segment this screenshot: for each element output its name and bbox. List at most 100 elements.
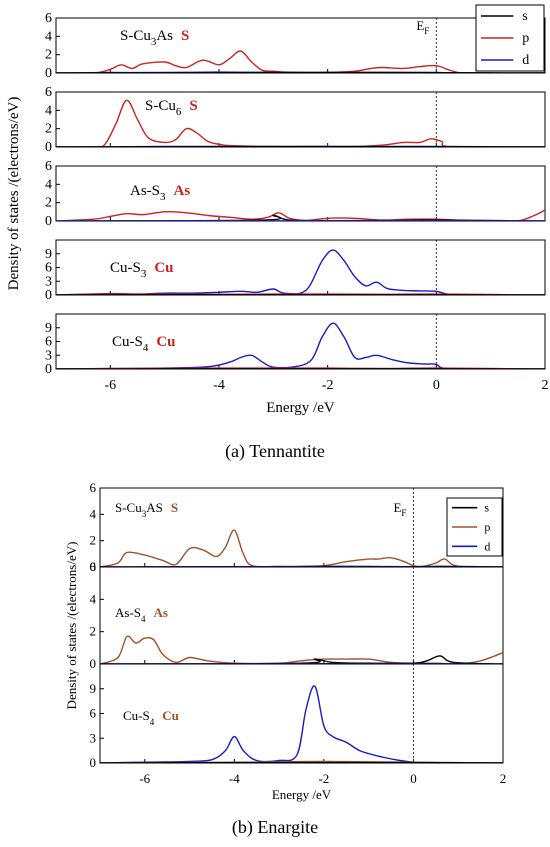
- y-tick-label: 3: [45, 348, 52, 363]
- fermi-label-main: E: [416, 18, 424, 33]
- y-tick-label: 3: [90, 730, 97, 745]
- x-tick-label: -2: [318, 771, 329, 786]
- panel-label: As-S4 As: [115, 605, 168, 624]
- panel-element-label: As: [154, 605, 168, 620]
- panel-label-tail: AS: [146, 500, 163, 515]
- panel-label: Cu-S4 Cu: [112, 334, 176, 354]
- panel-label: S-Cu6 S: [145, 98, 198, 118]
- legend: spd: [446, 497, 503, 557]
- y-tick-label: 2: [90, 624, 97, 639]
- panel-label-sub: 3: [160, 191, 166, 203]
- legend-label-d: d: [522, 53, 529, 68]
- y-tick-label: 0: [90, 656, 97, 671]
- panel-label: S-Cu3As S: [120, 28, 189, 48]
- panel-label-sub: 6: [176, 106, 182, 118]
- y-tick-label: 6: [45, 335, 52, 350]
- x-tick-label: 0: [410, 771, 417, 786]
- panel-element-label: Cu: [162, 708, 179, 723]
- fermi-label: EF: [393, 500, 406, 518]
- legend-label-d: d: [484, 539, 490, 553]
- y-tick-label: 4: [90, 591, 97, 606]
- y-tick-label: 0: [45, 288, 52, 303]
- y-axis-label: Density of states /(electrons/eV): [64, 542, 79, 710]
- y-tick-label: 6: [90, 559, 97, 574]
- legend-label-p: p: [484, 520, 490, 534]
- fermi-label-sub: F: [424, 26, 429, 36]
- fermi-label: EF: [416, 18, 429, 36]
- y-tick-label: 6: [45, 159, 52, 174]
- y-tick-label: 6: [45, 261, 52, 276]
- y-axis-label: Density of states /(electrons/eV): [6, 97, 22, 291]
- panel-label-main: S-Cu: [120, 28, 151, 44]
- panel-element-label: S: [171, 500, 178, 515]
- panel-element-label: Cu: [154, 260, 173, 276]
- panel-label-sub: 3: [142, 509, 147, 519]
- x-tick-label: -4: [229, 771, 240, 786]
- y-tick-label: 6: [45, 11, 52, 26]
- panel-label-sub: 3: [151, 36, 157, 48]
- y-tick-label: 0: [90, 559, 97, 574]
- panel-element-label: S: [181, 28, 189, 44]
- x-tick-label: -6: [104, 378, 116, 393]
- y-tick-label: 2: [45, 196, 52, 211]
- y-tick-label: 2: [90, 533, 97, 548]
- series-s-line: [56, 71, 545, 73]
- figure-caption: (a) Tennantite: [225, 441, 325, 462]
- panel-frame: [55, 91, 546, 148]
- x-tick-label: 2: [500, 771, 507, 786]
- series-d-line: [56, 322, 545, 369]
- figure-caption: (b) Enargite: [232, 817, 318, 838]
- x-tick-label: 2: [542, 378, 549, 393]
- panel-label-sub: 3: [141, 268, 147, 280]
- series-p-line: [56, 99, 545, 147]
- panel-label-main: S-Cu: [115, 500, 142, 515]
- panel-label-sub: 4: [141, 614, 146, 624]
- panel-label-sub: 4: [150, 717, 155, 727]
- x-tick-label: -4: [213, 378, 225, 393]
- x-tick-label: -2: [322, 378, 334, 393]
- y-tick-label: 0: [45, 140, 52, 155]
- legend-label-s: s: [484, 501, 489, 515]
- panel-label-main: As-S: [130, 183, 160, 199]
- panel-label: Cu-S4 Cu: [123, 708, 179, 727]
- panel-label-main: Cu-S: [110, 260, 141, 276]
- y-tick-label: 2: [45, 122, 52, 137]
- y-tick-label: 4: [90, 506, 97, 521]
- x-tick-label: -6: [139, 771, 150, 786]
- panel-label-tail: As: [156, 28, 173, 44]
- panel-label: Cu-S3 Cu: [110, 260, 174, 280]
- fermi-label-sub: F: [401, 508, 406, 518]
- y-tick-label: 0: [45, 214, 52, 229]
- x-tick-label: 0: [433, 378, 440, 393]
- series-p-line: [100, 635, 503, 664]
- panel-frame: [55, 17, 546, 74]
- y-tick-label: 4: [45, 29, 52, 44]
- legend-label-s: s: [522, 9, 527, 24]
- legend-label-p: p: [522, 31, 529, 46]
- x-axis-label: Energy /eV: [272, 787, 332, 802]
- y-tick-label: 3: [45, 274, 52, 289]
- y-tick-label: 6: [90, 480, 97, 495]
- panel-a-2: 0 2 4 6S-Cu6 S: [45, 85, 546, 155]
- series-p-line: [56, 50, 545, 73]
- panel-label-main: Cu-S: [123, 708, 150, 723]
- panel-frame: [99, 663, 504, 764]
- y-tick-label: 2: [45, 48, 52, 63]
- y-tick-label: 9: [45, 321, 52, 336]
- panel-label-sub: 4: [143, 342, 149, 354]
- y-tick-label: 0: [45, 66, 52, 81]
- panel-element-label: As: [174, 183, 191, 199]
- fermi-label-main: E: [393, 500, 401, 515]
- y-tick-label: 4: [45, 177, 52, 192]
- y-tick-label: 0: [90, 755, 97, 770]
- panel-a-1: 0 2 4 6 S-Cu3As S: [45, 11, 546, 81]
- y-tick-label: 4: [45, 103, 52, 118]
- panel-b-1: 0 2 4 6 S-Cu3AS S: [90, 480, 504, 574]
- panel-element-label: Cu: [156, 334, 175, 350]
- y-tick-label: 9: [45, 247, 52, 262]
